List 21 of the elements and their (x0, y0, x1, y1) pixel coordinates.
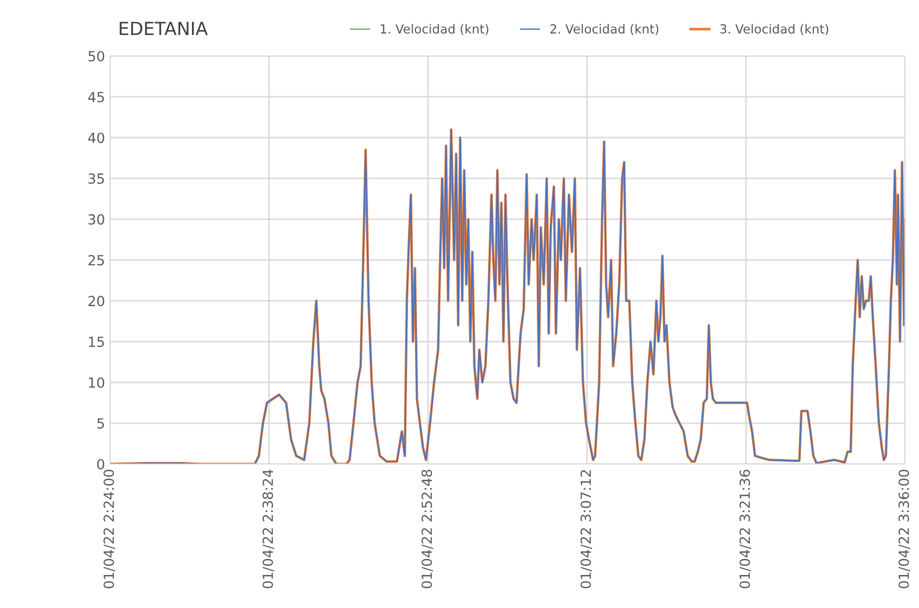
x-tick-label: 01/04/22 3:21:36 (740, 470, 752, 588)
y-tick-label: 35 (88, 173, 104, 184)
y-tick-label: 45 (88, 92, 104, 102)
legend-label: 2. Velocidad (knt) (550, 24, 658, 36)
y-tick-label: 20 (88, 296, 104, 306)
x-tick-label: 01/04/22 2:38:24 (262, 470, 274, 588)
legend-label: 1. Velocidad (knt) (380, 24, 488, 36)
y-tick-label: 40 (88, 132, 104, 144)
y-tick-label: 15 (88, 336, 104, 348)
x-tick-label: 01/04/22 3:07:12 (580, 470, 592, 588)
y-tick-label: 30 (88, 214, 104, 225)
chart-title: EDETANIA (120, 22, 208, 35)
y-tick-label: 25 (88, 254, 104, 266)
y-tick-label: 10 (88, 377, 104, 388)
legend-label: 3. Velocidad (knt) (720, 24, 828, 36)
x-tick-label: 01/04/22 2:24:00 (104, 470, 116, 588)
y-tick-label: 50 (88, 50, 104, 62)
x-tick-label: 01/04/22 3:36:00 (898, 470, 910, 588)
y-tick-label: 5 (97, 418, 104, 429)
y-tick-label: 0 (97, 458, 104, 470)
x-tick-label: 01/04/22 2:52:48 (422, 470, 434, 588)
